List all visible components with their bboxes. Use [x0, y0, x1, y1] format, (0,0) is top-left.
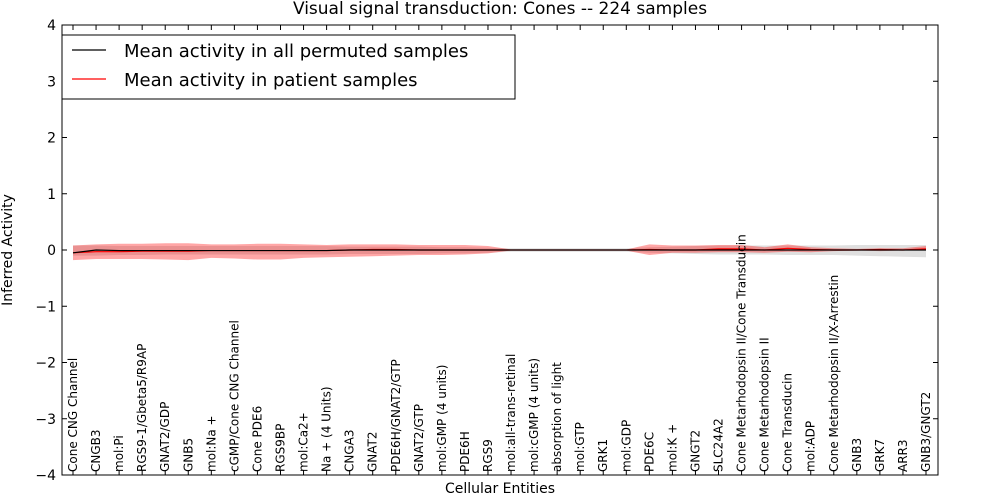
x-tick-label: GNAT2 — [366, 431, 380, 472]
x-tick-label: RGS9BP — [274, 424, 288, 472]
y-tick-label: −4 — [35, 468, 56, 484]
x-tick-label: Cone Metarhodopsin II/Cone Transducin — [735, 234, 749, 472]
x-tick-label: ARR3 — [896, 439, 910, 472]
y-tick-label: −1 — [35, 299, 56, 315]
legend-label-permuted: Mean activity in all permuted samples — [124, 41, 468, 62]
x-tick-label: Cone Metarhodopsin II — [758, 337, 772, 472]
y-tick-label: −2 — [35, 356, 56, 372]
x-tick-label: mol:Na + — [204, 415, 218, 472]
x-tick-label: PDE6H — [458, 431, 472, 472]
x-tick-label: Na + (4 Units) — [320, 386, 334, 472]
legend-box — [61, 34, 516, 100]
y-tick-label: 2 — [47, 131, 56, 147]
x-tick-label: mol:Pi — [112, 435, 126, 472]
y-tick-label: 0 — [47, 243, 56, 259]
band-patient — [73, 243, 926, 261]
plot-area-frame — [61, 24, 939, 476]
x-tick-label: GNB3/GNGT2 — [919, 392, 933, 472]
x-tick-label: GNB3 — [850, 438, 864, 472]
x-tick-label: mol:K + — [665, 424, 679, 472]
x-tick-label: GNB5 — [181, 438, 195, 472]
x-axis-ticks: Cone CNG Channel CNGB3 mol:Pi RGS9-1/Gbeta5… — [66, 25, 933, 475]
legend: Mean activity in all permuted samples Me… — [61, 34, 516, 100]
x-tick-label: GNGT2 — [689, 430, 703, 472]
x-tick-label: mol:GTP — [573, 422, 587, 472]
x-tick-label: Cone PDE6 — [250, 406, 264, 472]
x-tick-label: CNGB3 — [89, 429, 103, 472]
x-tick-label: GNAT2/GDP — [158, 402, 172, 472]
x-tick-label: PDE6C — [642, 432, 656, 472]
x-tick-label: RGS9 — [481, 439, 495, 472]
x-tick-label: RGS9-1/Gbeta5/R9AP — [135, 344, 149, 472]
y-tick-label: −3 — [35, 412, 56, 428]
x-tick-label: absorption of light — [550, 362, 564, 472]
legend-label-patient: Mean activity in patient samples — [124, 70, 418, 91]
y-tick-label: 1 — [47, 187, 56, 203]
x-tick-label: PDE6H/GNAT2/GTP — [389, 359, 403, 472]
y-axis-label: Inferred Activity — [0, 194, 16, 306]
series-line-permuted — [72, 249, 926, 254]
x-tick-label: cGMP/Cone CNG Channel — [227, 320, 241, 472]
x-tick-label: Cone CNG Channel — [66, 358, 80, 472]
chart-title: Visual signal transduction: Cones -- 224… — [293, 0, 707, 19]
x-tick-label: CNGA3 — [343, 430, 357, 473]
x-tick-label: mol:ADP — [804, 421, 818, 472]
y-axis-ticks: −4 −3 −2 −1 0 1 2 3 4 — [35, 18, 938, 484]
x-tick-label: mol:GDP — [619, 420, 633, 472]
x-tick-label: GNAT2/GTP — [412, 404, 426, 472]
x-tick-label: Cone Metarhodopsin II/X-Arrestin — [827, 275, 841, 472]
x-axis-label: Cellular Entities — [445, 481, 555, 497]
x-tick-label: GRK7 — [873, 439, 887, 472]
x-tick-label: mol:GMP (4 units) — [435, 365, 449, 472]
confidence-bands — [73, 243, 926, 261]
x-tick-label: GRK1 — [596, 439, 610, 472]
band-permuted — [73, 244, 926, 258]
series-lines — [72, 247, 927, 254]
x-tick-label: Cone Transducin — [781, 373, 795, 472]
x-tick-label: SLC24A2 — [712, 418, 726, 472]
x-tick-label: mol:cGMP (4 units) — [527, 358, 541, 472]
y-tick-label: 4 — [47, 18, 56, 34]
x-tick-label: mol:Ca2+ — [297, 412, 311, 472]
y-tick-label: 3 — [47, 74, 56, 90]
x-tick-label: mol:all-trans-retinal — [504, 354, 518, 472]
